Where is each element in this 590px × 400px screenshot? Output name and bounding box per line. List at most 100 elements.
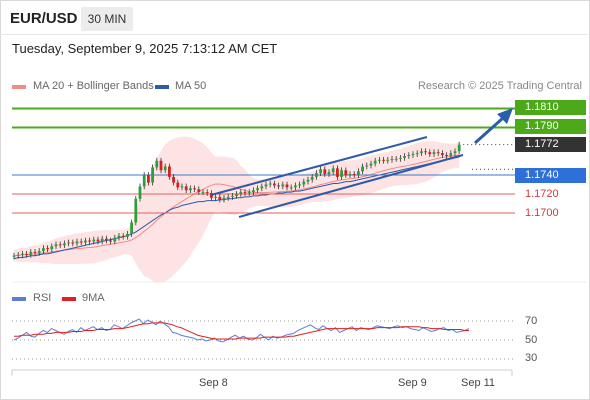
- candle-body: [243, 192, 247, 194]
- channel-lower-line: [238, 154, 464, 218]
- rsi-tick-30: 30: [525, 352, 538, 364]
- candle-body: [273, 183, 276, 186]
- ma50-legend-label: MA 50: [175, 80, 207, 92]
- timeframe-button[interactable]: 30 MIN: [81, 7, 133, 31]
- candle-body: [403, 156, 406, 158]
- candle-body: [327, 172, 331, 175]
- candle-body: [361, 166, 364, 172]
- candle-body: [252, 190, 255, 193]
- candle-body: [84, 240, 87, 243]
- candle-body: [231, 195, 234, 197]
- candle-body: [142, 175, 146, 187]
- candle-body: [75, 241, 79, 244]
- candle-body: [58, 244, 62, 246]
- candle-body: [12, 255, 16, 257]
- forecast-arrow-head: [497, 108, 513, 124]
- candle-body: [319, 169, 322, 174]
- candle-body: [453, 151, 457, 154]
- candle-body: [29, 251, 33, 255]
- candle-body: [428, 152, 432, 155]
- candle-body: [214, 196, 217, 198]
- candle-body: [424, 151, 427, 153]
- candle-body: [168, 166, 171, 177]
- candle-body: [218, 196, 222, 200]
- candle-body: [67, 242, 70, 244]
- candle-body: [285, 184, 289, 188]
- candle-body: [235, 194, 238, 196]
- candle-body: [33, 251, 37, 253]
- symbol-title: EUR/USD: [10, 10, 78, 27]
- x-tick-sep8: Sep 8: [199, 377, 228, 389]
- candle-body: [79, 241, 83, 243]
- candle-body: [310, 176, 314, 180]
- candle-body: [92, 239, 96, 242]
- candle-body: [197, 189, 201, 193]
- candle-body: [315, 173, 318, 177]
- candle-body: [378, 159, 381, 161]
- forecast-arrow-shaft: [474, 116, 504, 145]
- level-tag-1700: 1.1700: [525, 207, 559, 219]
- candle-body: [256, 188, 259, 191]
- candle-body: [130, 222, 133, 234]
- rsi-ma-line: [14, 322, 469, 340]
- candle-body: [420, 151, 423, 154]
- candle-body: [357, 171, 360, 175]
- candle-body: [344, 170, 348, 175]
- candle-body: [394, 158, 398, 160]
- candle-body: [147, 175, 150, 183]
- candle-body: [113, 237, 117, 242]
- bollinger-swatch: [12, 85, 26, 89]
- candle-body: [117, 235, 121, 238]
- candle-body: [96, 239, 100, 242]
- candle-body: [155, 160, 159, 168]
- candle-body: [407, 155, 411, 157]
- candle-body: [264, 184, 268, 187]
- candle-body: [63, 243, 66, 246]
- candle-body: [348, 174, 352, 176]
- candle-body: [42, 248, 45, 251]
- rsi-ma-legend-label: 9MA: [82, 292, 105, 304]
- candle-body: [226, 196, 230, 198]
- candle-body: [159, 160, 163, 171]
- candle-body: [411, 154, 415, 156]
- bollinger-legend-label: MA 20 + Bollinger Bands: [33, 80, 154, 92]
- x-tick-sep11: Sep 11: [461, 377, 496, 389]
- candle-body: [201, 192, 205, 194]
- candle-body: [126, 233, 129, 237]
- candle-body: [189, 188, 192, 191]
- candle-body: [88, 240, 91, 242]
- rsi-ma-swatch: [62, 297, 76, 301]
- candle-body: [441, 153, 444, 156]
- candle-body: [109, 240, 112, 242]
- candle-body: [184, 186, 188, 191]
- timestamp: Tuesday, September 9, 2025 7:13:12 AM CE…: [12, 41, 278, 56]
- candle-body: [121, 235, 125, 237]
- level-tag-1790: 1.1790: [515, 119, 586, 134]
- candle-body: [163, 166, 167, 171]
- candle-body: [172, 176, 175, 183]
- candle-body: [50, 246, 54, 250]
- candle-body: [134, 198, 138, 223]
- level-tag-1810: 1.1810: [515, 100, 586, 115]
- candle-body: [193, 188, 196, 190]
- candle-body: [37, 251, 41, 253]
- candle-body: [390, 158, 394, 160]
- candle-body: [16, 254, 20, 256]
- candle-body: [352, 174, 356, 176]
- candle-body: [100, 238, 104, 242]
- candle-body: [432, 152, 436, 155]
- rsi-swatch: [12, 297, 26, 301]
- bollinger-band-area: [14, 136, 460, 283]
- candle-body: [54, 244, 58, 247]
- candle-body: [247, 192, 251, 194]
- candle-body: [239, 192, 243, 194]
- rsi-line: [13, 318, 470, 343]
- candle-body: [340, 170, 343, 177]
- candle-body: [260, 186, 264, 189]
- candle-body: [294, 185, 297, 188]
- candle-body: [105, 238, 108, 241]
- candle-body: [176, 182, 180, 188]
- rsi-legend-label: RSI: [33, 292, 52, 304]
- candle-body: [289, 187, 293, 189]
